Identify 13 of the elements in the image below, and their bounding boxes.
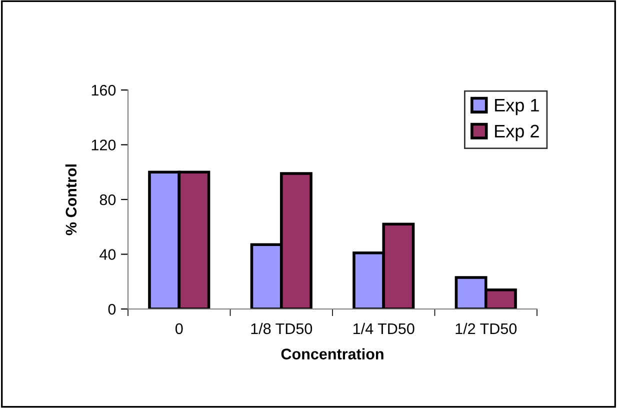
y-axis-title: % Control xyxy=(65,164,77,236)
y-tick-label: 40 xyxy=(100,249,116,260)
x-tick-label: 1/2 TD50 xyxy=(456,322,517,334)
x-tick-label: 1/8 TD50 xyxy=(251,322,312,334)
legend-label: Exp 2 xyxy=(495,124,539,142)
x-tick-label: 0 xyxy=(175,323,183,334)
x-tick-label: 1/4 TD50 xyxy=(354,322,414,334)
y-tick-label: 80 xyxy=(100,194,116,206)
legend-label: Exp 1 xyxy=(495,99,539,116)
y-tick-label: 160 xyxy=(92,84,116,96)
x-axis-title: Concentration xyxy=(281,348,384,360)
y-tick-label: 120 xyxy=(92,140,116,150)
y-tick-label: 0 xyxy=(108,304,116,315)
